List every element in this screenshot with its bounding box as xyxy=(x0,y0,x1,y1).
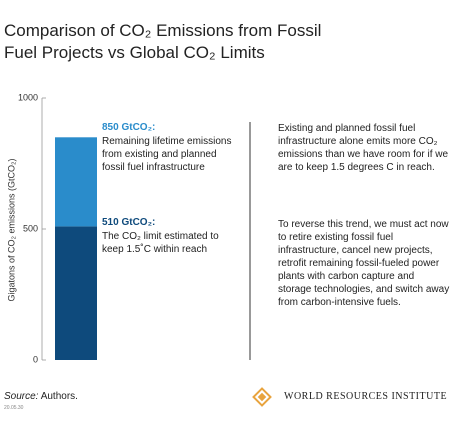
source-text: Authors. xyxy=(40,391,78,402)
logo-icon xyxy=(252,387,272,407)
note: Existing and planned fossil fuel infrast… xyxy=(278,123,449,173)
source-label: Source: xyxy=(4,391,39,402)
bar-segment xyxy=(55,226,97,360)
logo: WORLD RESOURCES INSTITUTE xyxy=(284,391,448,402)
y-tick-label: 0 xyxy=(33,354,38,364)
annotation-text: The CO₂ limit estimated to keep 1.5˚C wi… xyxy=(102,231,219,255)
note: To reverse this trend, we must act now t… xyxy=(278,219,450,308)
annotation-text: Remaining lifetime emissions from existi… xyxy=(102,136,232,173)
bar-segment xyxy=(55,137,97,227)
y-axis-title: Gigatons of CO₂ emissions (GtCO₂) xyxy=(6,158,16,301)
code: 20.05.30 xyxy=(4,405,24,411)
annotation-label: 510 GtCO₂: xyxy=(102,217,156,228)
source: Source: Authors. xyxy=(4,391,78,402)
annotation-label: 850 GtCO₂: xyxy=(102,122,156,133)
y-tick-label: 1000 xyxy=(18,92,38,102)
chart-title: Comparison of CO₂ Emissions from Fossil … xyxy=(4,21,322,62)
y-tick-label: 500 xyxy=(23,223,38,233)
